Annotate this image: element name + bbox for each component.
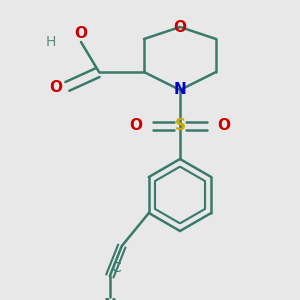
Text: N: N: [103, 298, 116, 300]
Text: O: O: [173, 20, 187, 34]
Text: C: C: [111, 260, 121, 274]
Text: O: O: [50, 80, 62, 94]
Text: O: O: [74, 26, 88, 40]
Text: H: H: [46, 35, 56, 49]
Text: O: O: [218, 118, 230, 134]
Text: O: O: [130, 118, 142, 134]
Text: N: N: [174, 82, 186, 98]
Text: S: S: [175, 118, 185, 134]
